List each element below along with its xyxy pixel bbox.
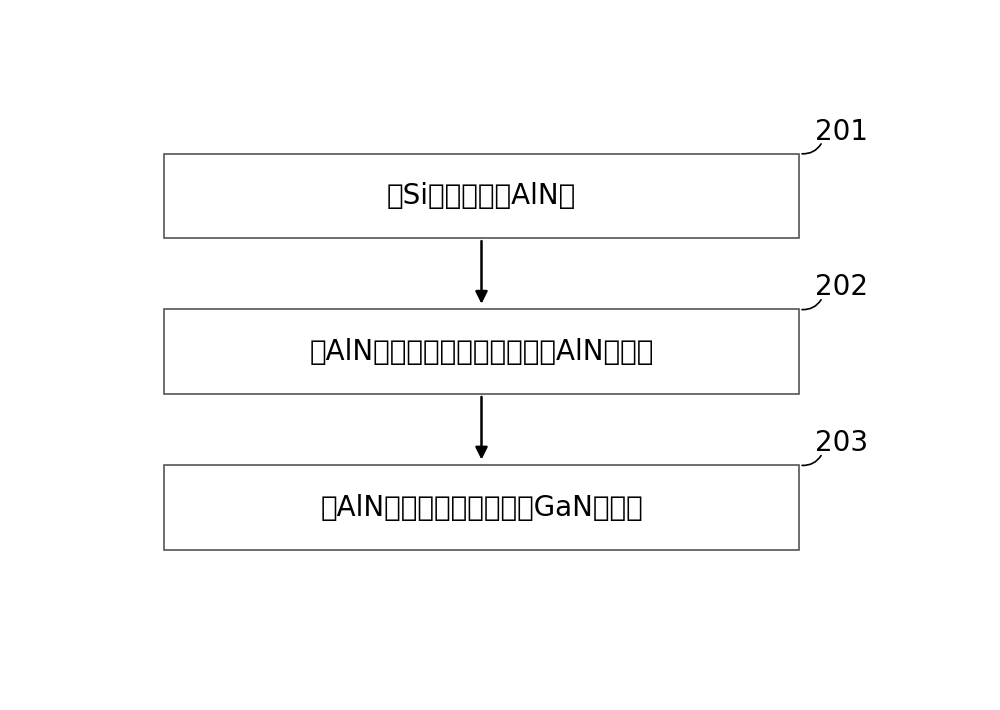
Text: 201: 201 [815, 118, 868, 146]
Text: 在AlN缓冲层的表面上形成GaN外延层: 在AlN缓冲层的表面上形成GaN外延层 [320, 493, 643, 522]
FancyBboxPatch shape [164, 153, 799, 239]
Text: 在Si衬底上形成AlN层: 在Si衬底上形成AlN层 [387, 182, 576, 210]
FancyBboxPatch shape [164, 310, 799, 394]
FancyBboxPatch shape [164, 465, 799, 550]
Text: 203: 203 [815, 430, 868, 457]
Text: 对AlN层的表面进行处理，得到AlN缓冲层: 对AlN层的表面进行处理，得到AlN缓冲层 [309, 338, 654, 366]
Text: 202: 202 [815, 273, 868, 302]
